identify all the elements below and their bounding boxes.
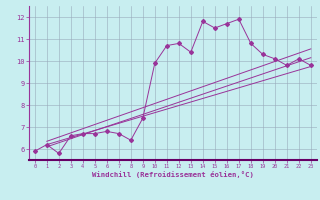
- X-axis label: Windchill (Refroidissement éolien,°C): Windchill (Refroidissement éolien,°C): [92, 171, 254, 178]
